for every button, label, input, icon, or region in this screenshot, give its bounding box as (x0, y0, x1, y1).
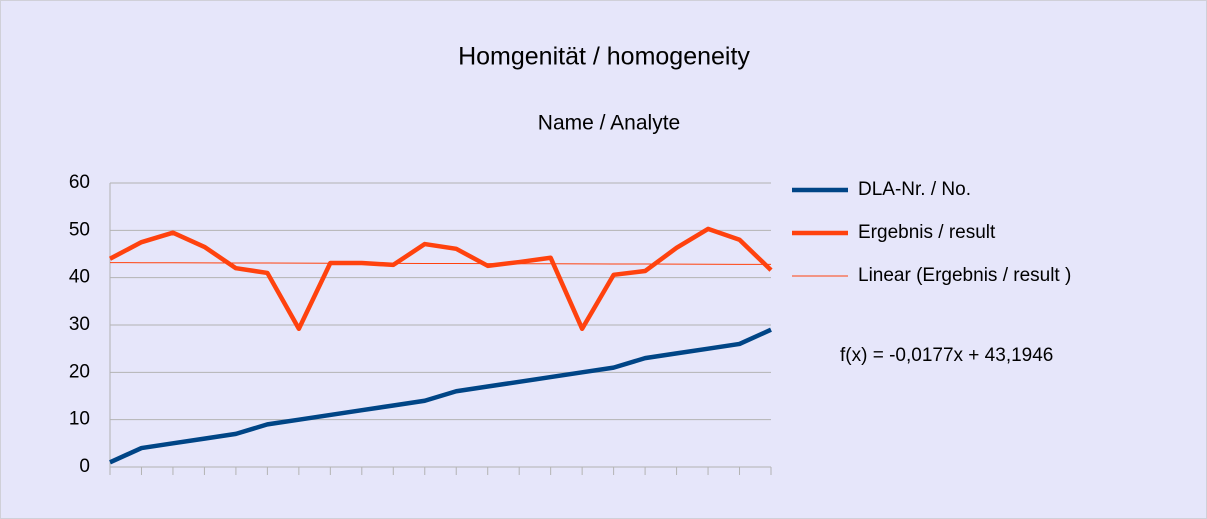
y-tick-label: 20 (69, 361, 90, 382)
chart-title: Homgenität / homogeneity (458, 43, 750, 71)
legend-label: Linear (Ergebnis / result ) (858, 265, 1071, 286)
y-tick-label: 40 (69, 267, 90, 288)
y-tick-label: 50 (69, 219, 90, 240)
trend-equation: f(x) = -0,0177x + 43,1946 (840, 345, 1053, 366)
chart-subtitle: Name / Analyte (538, 112, 680, 135)
data-line (109, 327, 772, 465)
legend-label: DLA-Nr. / No. (858, 179, 971, 200)
y-tick-label: 10 (69, 409, 90, 430)
trend-line (109, 262, 772, 265)
y-tick-label: 30 (69, 314, 90, 335)
y-tick-label: 60 (69, 172, 90, 193)
legend-label: Ergebnis / result (858, 222, 996, 243)
y-tick-label: 0 (79, 456, 90, 477)
data-line (108, 226, 773, 332)
